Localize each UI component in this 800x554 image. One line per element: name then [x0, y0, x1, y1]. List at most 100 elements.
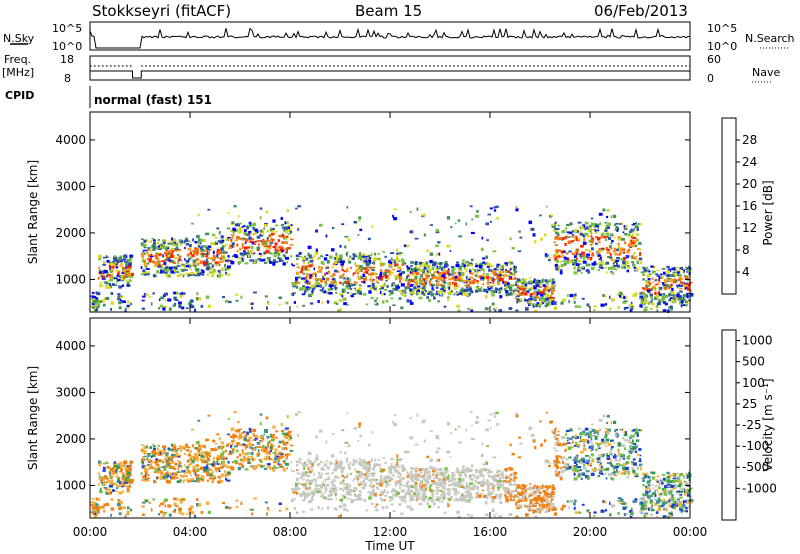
power-cell [433, 284, 436, 287]
velocity-cell [613, 471, 617, 473]
power-cell [216, 254, 219, 258]
velocity-cell [346, 412, 349, 415]
velocity-cell [599, 455, 602, 458]
power-cell [174, 243, 179, 246]
power-cell [246, 225, 249, 230]
velocity-cell [564, 448, 567, 452]
power-cell [573, 266, 576, 270]
power-cell [602, 294, 605, 297]
velocity-cell [111, 482, 115, 486]
velocity-cell [685, 509, 688, 513]
power-cell [314, 277, 318, 281]
power-cell [371, 279, 375, 281]
power-cell [98, 271, 102, 274]
power-cell [393, 217, 397, 221]
velocity-cell [610, 477, 613, 480]
power-cell [541, 300, 545, 303]
power-cell [331, 266, 334, 269]
power-cell [211, 257, 215, 260]
power-cell [100, 301, 103, 303]
velocity-cell [615, 454, 619, 458]
velocity-cell [186, 478, 189, 481]
power-cell [579, 226, 582, 229]
power-cell [360, 276, 364, 280]
velocity-cell [560, 507, 564, 511]
velocity-cell [499, 480, 502, 484]
velocity-cell [172, 510, 176, 513]
power-cell [420, 275, 422, 279]
velocity-cell [571, 435, 575, 439]
power-cell [613, 214, 617, 218]
power-cell [610, 267, 614, 270]
power-cell [607, 266, 612, 270]
velocity-cell [593, 430, 597, 435]
power-cell [290, 238, 294, 241]
power-cell [657, 291, 660, 295]
power-cell [115, 262, 119, 265]
power-cell [514, 290, 517, 292]
velocity-cell [613, 442, 616, 445]
velocity-cell [688, 471, 691, 475]
power-cell [562, 260, 567, 263]
velocity-cell [141, 513, 145, 516]
power-cell [309, 282, 311, 285]
power-cell [580, 225, 584, 230]
power-cell [168, 274, 171, 278]
power-cell [485, 289, 489, 293]
velocity-cell [364, 473, 367, 477]
velocity-cell [141, 461, 144, 465]
nsearch-label: N.Search [745, 32, 795, 45]
power-cell [544, 300, 547, 303]
velocity-cell [661, 504, 664, 507]
power-cell [330, 281, 334, 284]
velocity-cell [256, 452, 261, 456]
velocity-cell [95, 497, 98, 501]
velocity-cell [259, 465, 264, 468]
velocity-cell [533, 484, 536, 488]
velocity-cell [543, 504, 547, 507]
power-cell [225, 271, 228, 275]
velocity-cell [227, 443, 231, 445]
power-cell [292, 264, 295, 267]
velocity-cell [313, 478, 317, 481]
power-cell [648, 282, 651, 285]
power-cell [523, 278, 528, 281]
velocity-cell [226, 473, 230, 477]
power-cell [666, 277, 669, 281]
velocity-cell [644, 512, 649, 515]
velocity-cell [375, 482, 380, 486]
velocity-cell [574, 511, 579, 514]
velocity-cell [114, 469, 118, 473]
power-cell [596, 237, 601, 241]
power-cell [320, 261, 324, 265]
velocity-cell [627, 471, 630, 474]
power-cell [493, 269, 497, 272]
velocity-cell [267, 466, 269, 469]
power-cell [325, 234, 328, 238]
power-cell [648, 270, 651, 273]
velocity-cell [287, 453, 291, 456]
velocity-cell [150, 461, 154, 464]
power-cell [429, 252, 433, 256]
power-cell [551, 297, 555, 299]
power-cell [312, 255, 316, 258]
power-cell [396, 258, 400, 261]
power-cell [382, 284, 386, 288]
power-cell [327, 272, 331, 275]
power-cell [306, 287, 309, 291]
power-cell [156, 241, 160, 245]
velocity-cell [425, 495, 427, 499]
power-cell [193, 274, 198, 277]
power-cell [556, 228, 560, 230]
velocity-cell [585, 454, 589, 457]
power-cell [481, 236, 484, 240]
velocity-cell [437, 506, 440, 509]
velocity-cell [433, 477, 438, 480]
power-cell [414, 275, 418, 279]
power-cell [458, 235, 463, 238]
power-cell [254, 230, 259, 234]
power-cell [587, 305, 590, 308]
power-cell [575, 258, 578, 260]
power-cell [633, 256, 637, 260]
velocity-cell [326, 483, 330, 487]
